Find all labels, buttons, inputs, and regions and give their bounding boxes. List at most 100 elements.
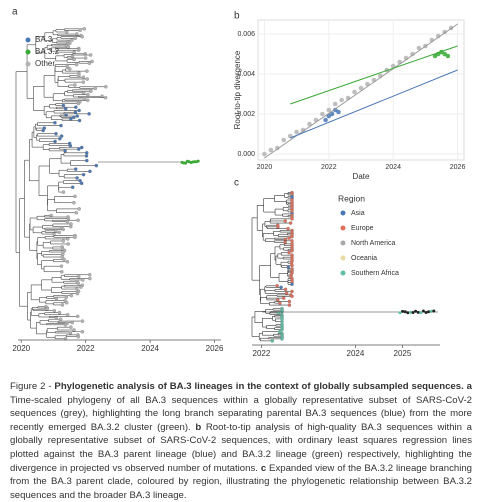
legend-label: Asia: [351, 210, 365, 217]
tip: [79, 285, 83, 289]
tip: [429, 309, 433, 313]
tip: [419, 311, 423, 315]
legend-label: BA.3.2: [35, 47, 60, 56]
tip: [280, 319, 284, 324]
tip: [81, 278, 85, 282]
tip: [72, 57, 76, 62]
tip: [87, 273, 92, 277]
tip: [70, 54, 75, 59]
tip: [103, 95, 108, 100]
tip: [70, 38, 74, 42]
point: [416, 45, 422, 51]
caption-text: a: [463, 381, 472, 392]
legend-title: Region: [338, 193, 365, 203]
tip: [58, 137, 62, 141]
tip: [290, 234, 294, 239]
tip: [59, 134, 64, 138]
tip: [283, 219, 288, 223]
tip: [77, 108, 81, 113]
tip: [84, 154, 89, 158]
tip: [427, 310, 431, 314]
panel-label: a: [12, 7, 18, 18]
x-tick-label: 2022: [77, 344, 95, 353]
tip: [184, 161, 188, 165]
tip: [421, 309, 425, 313]
tip: [59, 264, 64, 268]
tip: [57, 310, 62, 315]
point: [320, 111, 325, 117]
tip: [290, 282, 294, 287]
tip: [81, 172, 86, 177]
tip: [424, 310, 428, 314]
legend-label: Other: [35, 59, 55, 68]
y-tick-label: 0.002: [237, 111, 255, 118]
tip: [80, 34, 84, 39]
point: [390, 63, 396, 69]
tip: [65, 312, 70, 317]
tip: [60, 303, 65, 307]
tip: [65, 301, 69, 305]
x-tick-label: 2020: [12, 344, 30, 353]
legend-label: North America: [351, 240, 395, 247]
point: [268, 147, 274, 153]
tip: [70, 320, 75, 325]
x-tick-label: 2024: [347, 349, 365, 358]
panel-label: c: [234, 178, 239, 189]
y-tick-label: 0.000: [237, 151, 255, 158]
tip: [87, 61, 92, 65]
legend-swatch: [340, 270, 346, 276]
tip: [398, 311, 402, 315]
legend-swatch: [340, 210, 346, 216]
point: [336, 109, 341, 115]
tip: [104, 85, 108, 89]
tip: [54, 131, 58, 136]
tip: [61, 103, 66, 108]
tip: [281, 296, 286, 300]
tip: [406, 311, 410, 315]
tip: [408, 310, 412, 314]
point: [300, 127, 306, 133]
tip: [82, 27, 86, 31]
tip: [81, 91, 86, 95]
point: [294, 129, 299, 135]
tip: [275, 284, 279, 288]
tip: [280, 337, 284, 341]
tip: [66, 242, 70, 246]
tip: [75, 176, 79, 180]
regression-line: [264, 23, 458, 159]
tip: [76, 218, 80, 222]
y-axis-title: Root-to-tip divergence: [233, 50, 242, 129]
tip: [41, 128, 45, 133]
tip: [73, 110, 78, 115]
figure: a BA.3 BA.3.2 Other 2020 2022 2024 2026 b 0.000 0.…: [12, 7, 465, 358]
tip: [276, 298, 280, 302]
tip: [290, 217, 294, 221]
tip: [290, 289, 294, 294]
tip: [69, 293, 74, 298]
point: [329, 111, 335, 117]
x-tick-label: 2024: [141, 344, 159, 353]
tip: [87, 112, 91, 116]
tip: [72, 200, 76, 205]
x-axis-title: Date: [353, 172, 370, 181]
tip: [75, 32, 79, 36]
tip: [69, 325, 73, 329]
tip: [283, 240, 287, 245]
tip: [278, 301, 282, 305]
tip: [53, 121, 57, 125]
tip: [280, 327, 284, 332]
x-tick-label: 2020: [257, 164, 273, 171]
legend-label: Southern Africa: [351, 270, 399, 277]
caption-text: b: [195, 421, 202, 433]
tip: [65, 219, 70, 224]
tip: [68, 67, 72, 71]
tip: [432, 309, 436, 313]
tip: [58, 317, 63, 321]
tip: [76, 48, 81, 52]
point: [262, 151, 267, 157]
caption: Figure 2 - Phylogenetic analysis of BA.3…: [10, 380, 472, 502]
tip: [76, 274, 81, 279]
tip: [68, 143, 73, 148]
tip: [290, 294, 294, 299]
tip: [52, 308, 57, 313]
